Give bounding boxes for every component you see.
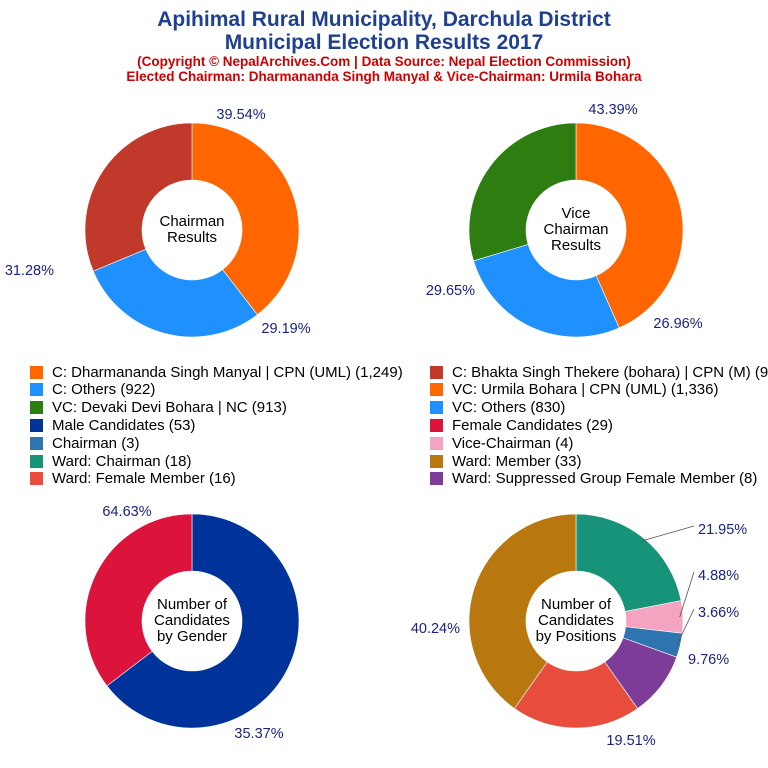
legend-swatch [430, 418, 443, 432]
legend-swatch [430, 472, 443, 486]
donut-slice [468, 122, 577, 262]
percent-label: 3.66% [698, 605, 739, 621]
legend-item: Vice-Chairman (4) [430, 434, 573, 452]
center-label: Candidates [154, 612, 230, 629]
legend-label: Female Candidates (29) [452, 416, 613, 434]
legend-label: Male Candidates (53) [52, 416, 196, 434]
legend-item: Ward: Member (33) [430, 452, 581, 470]
legend-label: VC: Urmila Bohara | CPN (UML) (1,336) [452, 381, 719, 399]
percent-label: 4.88% [698, 568, 739, 584]
donut-slice [84, 122, 193, 272]
leader-line [676, 608, 695, 645]
legend-swatch [430, 365, 443, 379]
percent-label: 43.39% [588, 102, 637, 118]
center-label: Number of [541, 596, 612, 613]
legend-label: Chairman (3) [52, 434, 140, 452]
legend-label: C: Bhakta Singh Thekere (bohara) | CPN (… [452, 363, 768, 381]
chart-subtitle-line2: Elected Chairman: Dharmananda Singh Many… [126, 69, 642, 84]
percent-label: 19.51% [606, 733, 655, 749]
percent-label: 39.54% [216, 107, 265, 123]
donut-slice [514, 661, 638, 729]
percent-label: 29.65% [426, 283, 475, 299]
legend-label: Vice-Chairman (4) [452, 434, 574, 452]
legend-swatch [30, 418, 43, 432]
legend-swatch [430, 401, 443, 415]
donut-slice [473, 244, 620, 338]
legend-item: VC: Others (830) [430, 399, 565, 417]
legend-label: VC: Devaki Devi Bohara | NC (913) [52, 399, 287, 417]
legend-swatch [30, 383, 43, 397]
donut-slice [84, 513, 193, 687]
donut-slice [468, 513, 577, 709]
legend-item: VC: Devaki Devi Bohara | NC (913) [30, 399, 287, 417]
center-label: by Positions [536, 628, 617, 645]
donut-slice [191, 122, 300, 316]
legend-label: C: Others (922) [52, 381, 156, 399]
legend-label: Ward: Chairman (18) [52, 452, 192, 470]
leader-line [641, 525, 695, 542]
percent-label: 40.24% [411, 621, 460, 637]
legend-item: Ward: Suppressed Group Female Member (8) [430, 470, 757, 488]
legend-item: C: Others (922) [30, 381, 155, 399]
legend-label: C: Dharmananda Singh Manyal | CPN (UML) … [52, 363, 403, 381]
legend-item: VC: Urmila Bohara | CPN (UML) (1,336) [430, 381, 718, 399]
center-label: Chairman [159, 213, 224, 230]
chart-title-line2: Municipal Election Results 2017 [224, 31, 544, 54]
donut-chart-4: 21.95% 4.88% 3.66% 9.76% 19.51% 40.24% Number … [411, 513, 747, 749]
percent-label: 9.76% [688, 652, 729, 668]
legend-swatch [430, 383, 443, 397]
legend-item: Male Candidates (53) [30, 416, 195, 434]
center-label: Candidates [538, 612, 614, 629]
chart-subtitle-line1: (Copyright © NepalArchives.Com | Data So… [137, 54, 631, 69]
center-label: by Gender [157, 628, 227, 645]
percent-label: 29.19% [261, 321, 310, 337]
legend-item: C: Bhakta Singh Thekere (bohara) | CPN (… [430, 363, 768, 381]
legend-swatch [30, 436, 43, 450]
percent-label: 64.63% [102, 504, 151, 520]
donut-slice [92, 248, 258, 338]
center-label: Results [167, 229, 217, 246]
donut-slice [575, 122, 684, 329]
legend-label: VC: Others (830) [452, 399, 566, 417]
legend-swatch [30, 365, 43, 379]
center-label: Number of [157, 596, 228, 613]
percent-label: 35.37% [234, 726, 283, 742]
center-label: Chairman [543, 221, 608, 238]
percent-label: 21.95% [698, 522, 747, 538]
legend-label: Ward: Female Member (16) [52, 470, 236, 488]
chart-legend: C: Dharmananda Singh Manyal | CPN (UML) … [0, 360, 768, 490]
legend-item: C: Dharmananda Singh Manyal | CPN (UML) … [30, 363, 403, 381]
percent-label: 31.28% [5, 263, 54, 279]
legend-item: Ward: Female Member (16) [30, 470, 236, 488]
legend-item: Chairman (3) [30, 434, 140, 452]
leader-line [679, 571, 695, 618]
donut-slice [106, 513, 300, 729]
center-label: Results [551, 237, 601, 254]
legend-swatch [430, 436, 443, 450]
legend-item: Female Candidates (29) [430, 416, 613, 434]
legend-item: Ward: Chairman (18) [30, 452, 191, 470]
legend-swatch [30, 454, 43, 468]
legend-swatch [30, 401, 43, 415]
legend-swatch [30, 472, 43, 486]
legend-swatch [430, 454, 443, 468]
legend-label: Ward: Member (33) [452, 452, 582, 470]
percent-label: 26.96% [653, 316, 702, 332]
center-label: Vice [562, 205, 591, 222]
legend-label: Ward: Suppressed Group Female Member (8) [452, 470, 758, 488]
chart-title-line1: Apihimal Rural Municipality, Darchula Di… [157, 8, 611, 31]
chart-header: Apihimal Rural Municipality, Darchula Di… [0, 0, 768, 84]
donut-slice [575, 513, 682, 612]
